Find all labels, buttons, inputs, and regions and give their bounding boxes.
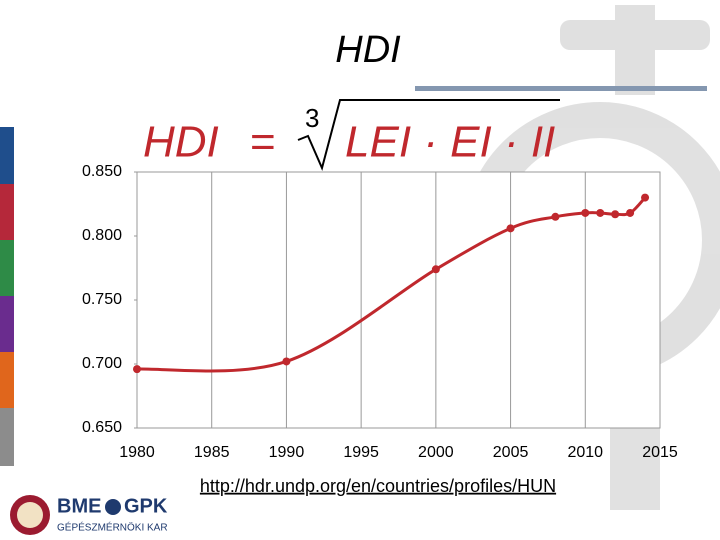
formula: HDI = 3 LEI · EI · II <box>143 99 560 172</box>
y-tick-label: 0.800 <box>82 227 122 244</box>
color-strips <box>0 127 14 466</box>
source-link[interactable]: http://hdr.undp.org/en/countries/profile… <box>200 476 556 496</box>
y-tick-label: 0.650 <box>82 419 122 436</box>
x-tick-label: 2010 <box>567 444 603 461</box>
x-tick-label: 2000 <box>418 444 454 461</box>
formula-lhs: HDI <box>143 118 219 167</box>
y-tick-label: 0.750 <box>82 291 122 308</box>
formula-radicand: LEI · EI · II <box>345 118 555 167</box>
logo-dept: GPK <box>124 495 168 517</box>
data-point <box>551 212 560 221</box>
logo-name: BME <box>57 495 101 517</box>
data-point <box>596 208 605 217</box>
x-tick-label: 2005 <box>493 444 529 461</box>
radical-sign <box>297 99 560 172</box>
data-point <box>641 193 650 202</box>
formula-eq: = <box>250 118 276 167</box>
data-point <box>581 208 590 217</box>
data-point <box>431 265 440 274</box>
x-tick-label: 2015 <box>642 444 678 461</box>
y-tick-label: 0.700 <box>82 355 122 372</box>
logo: BME GPK GÉPÉSZMÉRNÖKI KAR <box>10 495 168 535</box>
x-tick-label: 1980 <box>119 444 155 461</box>
formula-index: 3 <box>305 103 319 133</box>
plot: 1980 1985 1990 1995 2000 2005 2010 2015 0.650 0.7… <box>82 163 678 461</box>
logo-faculty: GÉPÉSZMÉRNÖKI KAR <box>57 521 168 534</box>
data-point <box>626 208 635 217</box>
data-point <box>282 357 291 366</box>
data-point <box>133 365 141 374</box>
y-tick-label: 0.850 <box>82 163 122 180</box>
data-point <box>611 210 620 219</box>
x-tick-label: 1995 <box>343 444 379 461</box>
x-tick-label: 1985 <box>194 444 230 461</box>
plot-area <box>136 171 661 429</box>
title-underline <box>415 86 707 91</box>
data-point <box>506 224 515 233</box>
x-tick-label: 1990 <box>269 444 305 461</box>
slide-title: HDI <box>335 29 401 71</box>
